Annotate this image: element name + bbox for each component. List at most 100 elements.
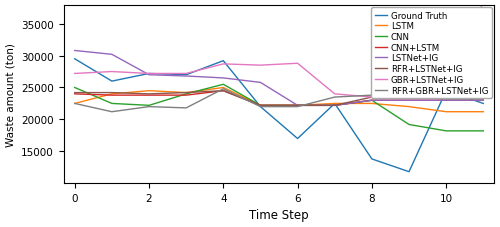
RFR+LSTNet+IG bbox=[369, 96, 375, 99]
Ground Truth bbox=[369, 158, 375, 160]
Ground Truth bbox=[294, 138, 300, 140]
RFR+GBR+LSTNet+IG bbox=[72, 103, 78, 105]
LSTM bbox=[294, 104, 300, 107]
CNN+LSTM bbox=[480, 99, 486, 102]
CNN+LSTM bbox=[220, 90, 226, 93]
RFR+GBR+LSTNet+IG bbox=[258, 106, 264, 109]
Line: LSTM: LSTM bbox=[74, 88, 484, 112]
LSTM bbox=[332, 103, 338, 105]
Ground Truth bbox=[109, 80, 115, 83]
Ground Truth bbox=[332, 103, 338, 105]
CNN+LSTM bbox=[406, 99, 412, 102]
LSTM bbox=[369, 103, 375, 105]
Line: CNN: CNN bbox=[74, 85, 484, 131]
RFR+GBR+LSTNet+IG bbox=[369, 94, 375, 97]
RFR+GBR+LSTNet+IG bbox=[294, 106, 300, 109]
LSTNet+IG bbox=[294, 104, 300, 107]
CNN bbox=[109, 103, 115, 105]
LSTNet+IG bbox=[72, 50, 78, 53]
CNN bbox=[146, 104, 152, 107]
LSTNet+IG bbox=[109, 54, 115, 57]
RFR+LSTNet+IG bbox=[183, 92, 189, 94]
RFR+LSTNet+IG bbox=[109, 92, 115, 94]
CNN+LSTM bbox=[443, 99, 449, 102]
RFR+LSTNet+IG bbox=[443, 96, 449, 99]
GBR+LSTNet+IG bbox=[294, 63, 300, 65]
LSTNet+IG bbox=[220, 77, 226, 80]
LSTM bbox=[72, 103, 78, 105]
RFR+LSTNet+IG bbox=[480, 96, 486, 99]
LSTM bbox=[406, 106, 412, 109]
GBR+LSTNet+IG bbox=[220, 63, 226, 66]
RFR+LSTNet+IG bbox=[146, 93, 152, 96]
Line: LSTNet+IG: LSTNet+IG bbox=[74, 51, 484, 106]
Ground Truth bbox=[258, 106, 264, 109]
CNN+LSTM bbox=[332, 104, 338, 107]
CNN bbox=[406, 123, 412, 126]
LSTNet+IG bbox=[146, 74, 152, 77]
LSTM bbox=[258, 104, 264, 107]
CNN+LSTM bbox=[369, 99, 375, 102]
RFR+GBR+LSTNet+IG bbox=[443, 98, 449, 101]
CNN bbox=[369, 99, 375, 102]
RFR+LSTNet+IG bbox=[294, 104, 300, 107]
CNN bbox=[220, 84, 226, 86]
RFR+GBR+LSTNet+IG bbox=[109, 111, 115, 114]
Line: RFR+GBR+LSTNet+IG: RFR+GBR+LSTNet+IG bbox=[74, 89, 484, 112]
CNN+LSTM bbox=[72, 93, 78, 96]
RFR+LSTNet+IG bbox=[72, 92, 78, 94]
CNN bbox=[183, 93, 189, 96]
Ground Truth bbox=[72, 58, 78, 61]
CNN+LSTM bbox=[294, 104, 300, 107]
GBR+LSTNet+IG bbox=[72, 73, 78, 76]
Y-axis label: Waste amount (ton): Waste amount (ton) bbox=[6, 43, 16, 146]
GBR+LSTNet+IG bbox=[443, 96, 449, 99]
LSTNet+IG bbox=[443, 99, 449, 102]
LSTM bbox=[220, 87, 226, 89]
GBR+LSTNet+IG bbox=[369, 96, 375, 99]
RFR+GBR+LSTNet+IG bbox=[480, 98, 486, 101]
LSTNet+IG bbox=[406, 99, 412, 102]
CNN+LSTM bbox=[109, 94, 115, 97]
RFR+GBR+LSTNet+IG bbox=[220, 88, 226, 91]
RFR+LSTNet+IG bbox=[258, 104, 264, 107]
GBR+LSTNet+IG bbox=[480, 1, 486, 4]
CNN+LSTM bbox=[146, 94, 152, 97]
RFR+GBR+LSTNet+IG bbox=[332, 96, 338, 99]
RFR+LSTNet+IG bbox=[406, 96, 412, 99]
CNN bbox=[72, 87, 78, 89]
CNN bbox=[443, 130, 449, 133]
RFR+LSTNet+IG bbox=[332, 104, 338, 107]
GBR+LSTNet+IG bbox=[146, 73, 152, 76]
LSTM bbox=[146, 90, 152, 93]
LSTM bbox=[480, 111, 486, 114]
RFR+GBR+LSTNet+IG bbox=[183, 107, 189, 110]
LSTNet+IG bbox=[332, 104, 338, 107]
Ground Truth bbox=[183, 74, 189, 77]
Ground Truth bbox=[443, 90, 449, 93]
GBR+LSTNet+IG bbox=[406, 96, 412, 99]
CNN+LSTM bbox=[183, 94, 189, 97]
X-axis label: Time Step: Time Step bbox=[249, 209, 309, 222]
RFR+GBR+LSTNet+IG bbox=[146, 106, 152, 109]
CNN bbox=[332, 104, 338, 107]
Ground Truth bbox=[480, 103, 486, 105]
GBR+LSTNet+IG bbox=[109, 71, 115, 74]
Ground Truth bbox=[146, 73, 152, 76]
GBR+LSTNet+IG bbox=[332, 93, 338, 96]
LSTNet+IG bbox=[258, 82, 264, 84]
Line: GBR+LSTNet+IG: GBR+LSTNet+IG bbox=[74, 2, 484, 98]
CNN bbox=[294, 104, 300, 107]
LSTM bbox=[183, 92, 189, 94]
RFR+LSTNet+IG bbox=[220, 90, 226, 93]
LSTM bbox=[109, 93, 115, 96]
LSTNet+IG bbox=[183, 75, 189, 78]
Line: RFR+LSTNet+IG: RFR+LSTNet+IG bbox=[74, 91, 484, 106]
GBR+LSTNet+IG bbox=[183, 73, 189, 76]
CNN bbox=[258, 104, 264, 107]
Legend: Ground Truth, LSTM, CNN, CNN+LSTM, LSTNet+IG, RFR+LSTNet+IG, GBR+LSTNet+IG, RFR+: Ground Truth, LSTM, CNN, CNN+LSTM, LSTNe… bbox=[371, 8, 492, 99]
GBR+LSTNet+IG bbox=[258, 64, 264, 67]
LSTNet+IG bbox=[369, 99, 375, 102]
Line: CNN+LSTM: CNN+LSTM bbox=[74, 91, 484, 106]
RFR+GBR+LSTNet+IG bbox=[406, 96, 412, 99]
